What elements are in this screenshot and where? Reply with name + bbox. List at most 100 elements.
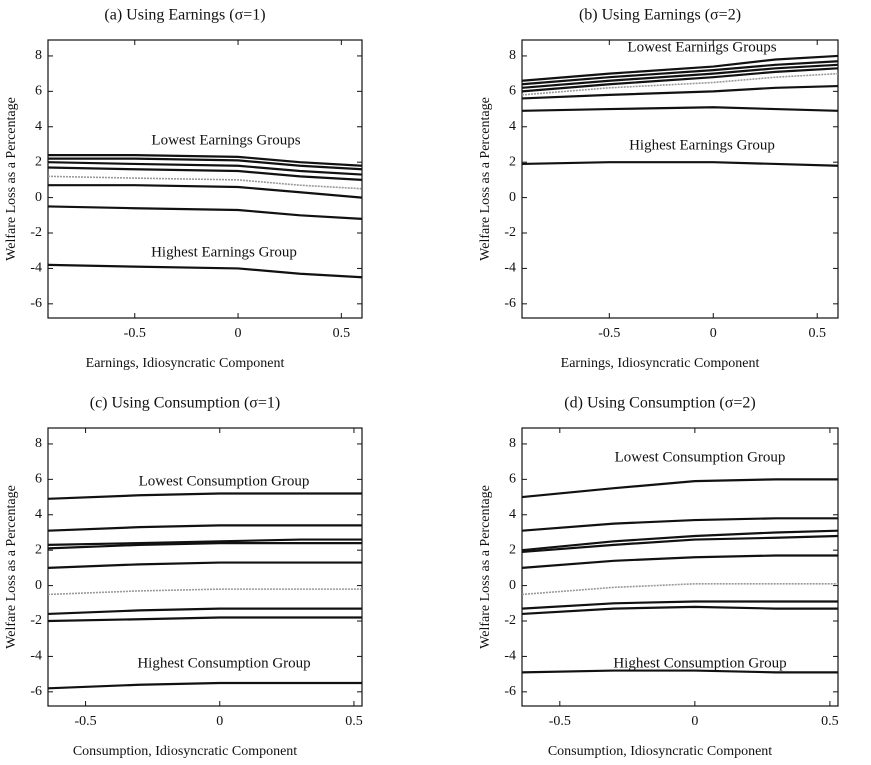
y-tick-label: 6 bbox=[35, 472, 42, 487]
panel-title: (d) Using Consumption (σ=2) bbox=[564, 395, 755, 412]
x-axis-label: Earnings, Idiosyncratic Component bbox=[86, 356, 285, 371]
series-line bbox=[47, 538, 362, 546]
series-line bbox=[521, 517, 838, 532]
y-tick-label: -2 bbox=[30, 613, 42, 628]
y-tick-label: -6 bbox=[30, 684, 42, 699]
y-tick-label: 2 bbox=[35, 154, 42, 169]
y-tick-label: 4 bbox=[35, 507, 42, 522]
plot-frame bbox=[521, 39, 839, 319]
series-line bbox=[521, 478, 838, 499]
x-tick-label: -0.5 bbox=[74, 714, 96, 729]
series-line bbox=[521, 67, 839, 93]
series-line bbox=[48, 157, 363, 171]
y-axis-label: Welfare Loss as a Percentage bbox=[478, 97, 493, 261]
series-line bbox=[521, 583, 838, 596]
series-line bbox=[47, 561, 362, 569]
y-tick-label: 0 bbox=[35, 578, 42, 593]
annotation: Highest Earnings Group bbox=[629, 137, 775, 153]
y-tick-label: 2 bbox=[509, 154, 516, 169]
series-line bbox=[47, 205, 363, 220]
y-tick-label: 6 bbox=[35, 84, 42, 99]
annotation: Highest Earnings Group bbox=[151, 244, 297, 260]
y-tick-label: 0 bbox=[509, 190, 516, 205]
y-tick-label: 2 bbox=[509, 542, 516, 557]
y-tick-label: -4 bbox=[504, 649, 516, 664]
series-line bbox=[521, 161, 839, 167]
y-tick-label: 8 bbox=[509, 48, 516, 63]
y-tick-label: -4 bbox=[504, 261, 516, 276]
y-axis-label: Welfare Loss as a Percentage bbox=[4, 485, 19, 649]
x-axis-label: Consumption, Idiosyncratic Component bbox=[73, 744, 297, 759]
x-tick-label: 0.5 bbox=[333, 326, 351, 341]
annotation: Lowest Earnings Groups bbox=[627, 39, 776, 55]
y-axis-label: Welfare Loss as a Percentage bbox=[4, 97, 19, 261]
y-tick-label: 8 bbox=[35, 436, 42, 451]
annotation: Highest Consumption Group bbox=[137, 655, 310, 671]
series-line bbox=[48, 184, 363, 199]
x-tick-label: -0.5 bbox=[549, 714, 571, 729]
x-tick-label: 0.5 bbox=[821, 714, 839, 729]
panel-title: (b) Using Earnings (σ=2) bbox=[579, 7, 741, 24]
series-line bbox=[521, 106, 839, 112]
y-tick-label: 4 bbox=[509, 507, 516, 522]
series-line bbox=[521, 63, 839, 89]
y-tick-label: -6 bbox=[30, 296, 42, 311]
series-line bbox=[47, 541, 362, 550]
series-line bbox=[521, 60, 839, 86]
x-tick-label: 0.5 bbox=[808, 326, 826, 341]
y-tick-label: -4 bbox=[30, 261, 42, 276]
y-tick-label: 2 bbox=[35, 542, 42, 557]
y-tick-label: -2 bbox=[504, 225, 516, 240]
x-tick-label: 0 bbox=[710, 326, 717, 341]
annotation: Lowest Consumption Group bbox=[615, 449, 786, 465]
series-line bbox=[521, 534, 839, 554]
y-tick-label: -2 bbox=[30, 225, 42, 240]
series-line bbox=[47, 616, 362, 623]
series-line bbox=[47, 263, 363, 279]
x-axis-label: Consumption, Idiosyncratic Component bbox=[548, 744, 772, 759]
x-axis-label: Earnings, Idiosyncratic Component bbox=[561, 356, 760, 371]
y-tick-label: -6 bbox=[504, 684, 516, 699]
y-tick-label: 0 bbox=[35, 190, 42, 205]
y-tick-label: 6 bbox=[509, 84, 516, 99]
series-line bbox=[48, 153, 363, 167]
annotation: Lowest Consumption Group bbox=[139, 473, 310, 489]
series-line bbox=[521, 605, 838, 616]
y-tick-label: -4 bbox=[30, 649, 42, 664]
y-tick-label: 4 bbox=[509, 119, 516, 134]
panel-title: (c) Using Consumption (σ=1) bbox=[90, 395, 281, 412]
y-tick-label: 0 bbox=[509, 578, 516, 593]
x-tick-label: 0 bbox=[216, 714, 223, 729]
series-line bbox=[47, 607, 362, 616]
series-line bbox=[521, 529, 839, 552]
annotation: Highest Consumption Group bbox=[613, 655, 786, 671]
series-line bbox=[47, 524, 362, 532]
series-line bbox=[521, 72, 839, 96]
x-tick-label: 0 bbox=[691, 714, 698, 729]
series-line bbox=[47, 492, 362, 500]
series-line bbox=[47, 681, 362, 690]
y-tick-label: -2 bbox=[504, 613, 516, 628]
y-tick-label: 8 bbox=[35, 48, 42, 63]
series-line bbox=[521, 84, 839, 100]
panel-title: (a) Using Earnings (σ=1) bbox=[104, 7, 265, 24]
series-line bbox=[47, 161, 363, 176]
y-axis-label: Welfare Loss as a Percentage bbox=[478, 485, 493, 649]
series-line bbox=[47, 166, 363, 181]
x-tick-label: -0.5 bbox=[124, 326, 146, 341]
y-tick-label: 8 bbox=[509, 436, 516, 451]
y-tick-label: 6 bbox=[509, 472, 516, 487]
x-tick-label: 0 bbox=[235, 326, 242, 341]
x-tick-label: 0.5 bbox=[345, 714, 363, 729]
series-line bbox=[521, 554, 838, 569]
series-line bbox=[47, 588, 362, 596]
series-line bbox=[521, 54, 839, 82]
annotation: Lowest Earnings Groups bbox=[151, 132, 300, 148]
x-tick-label: -0.5 bbox=[598, 326, 620, 341]
y-tick-label: 4 bbox=[35, 119, 42, 134]
series-line bbox=[521, 669, 838, 674]
y-tick-label: -6 bbox=[504, 296, 516, 311]
series-line bbox=[521, 600, 838, 610]
series-line bbox=[47, 175, 363, 190]
